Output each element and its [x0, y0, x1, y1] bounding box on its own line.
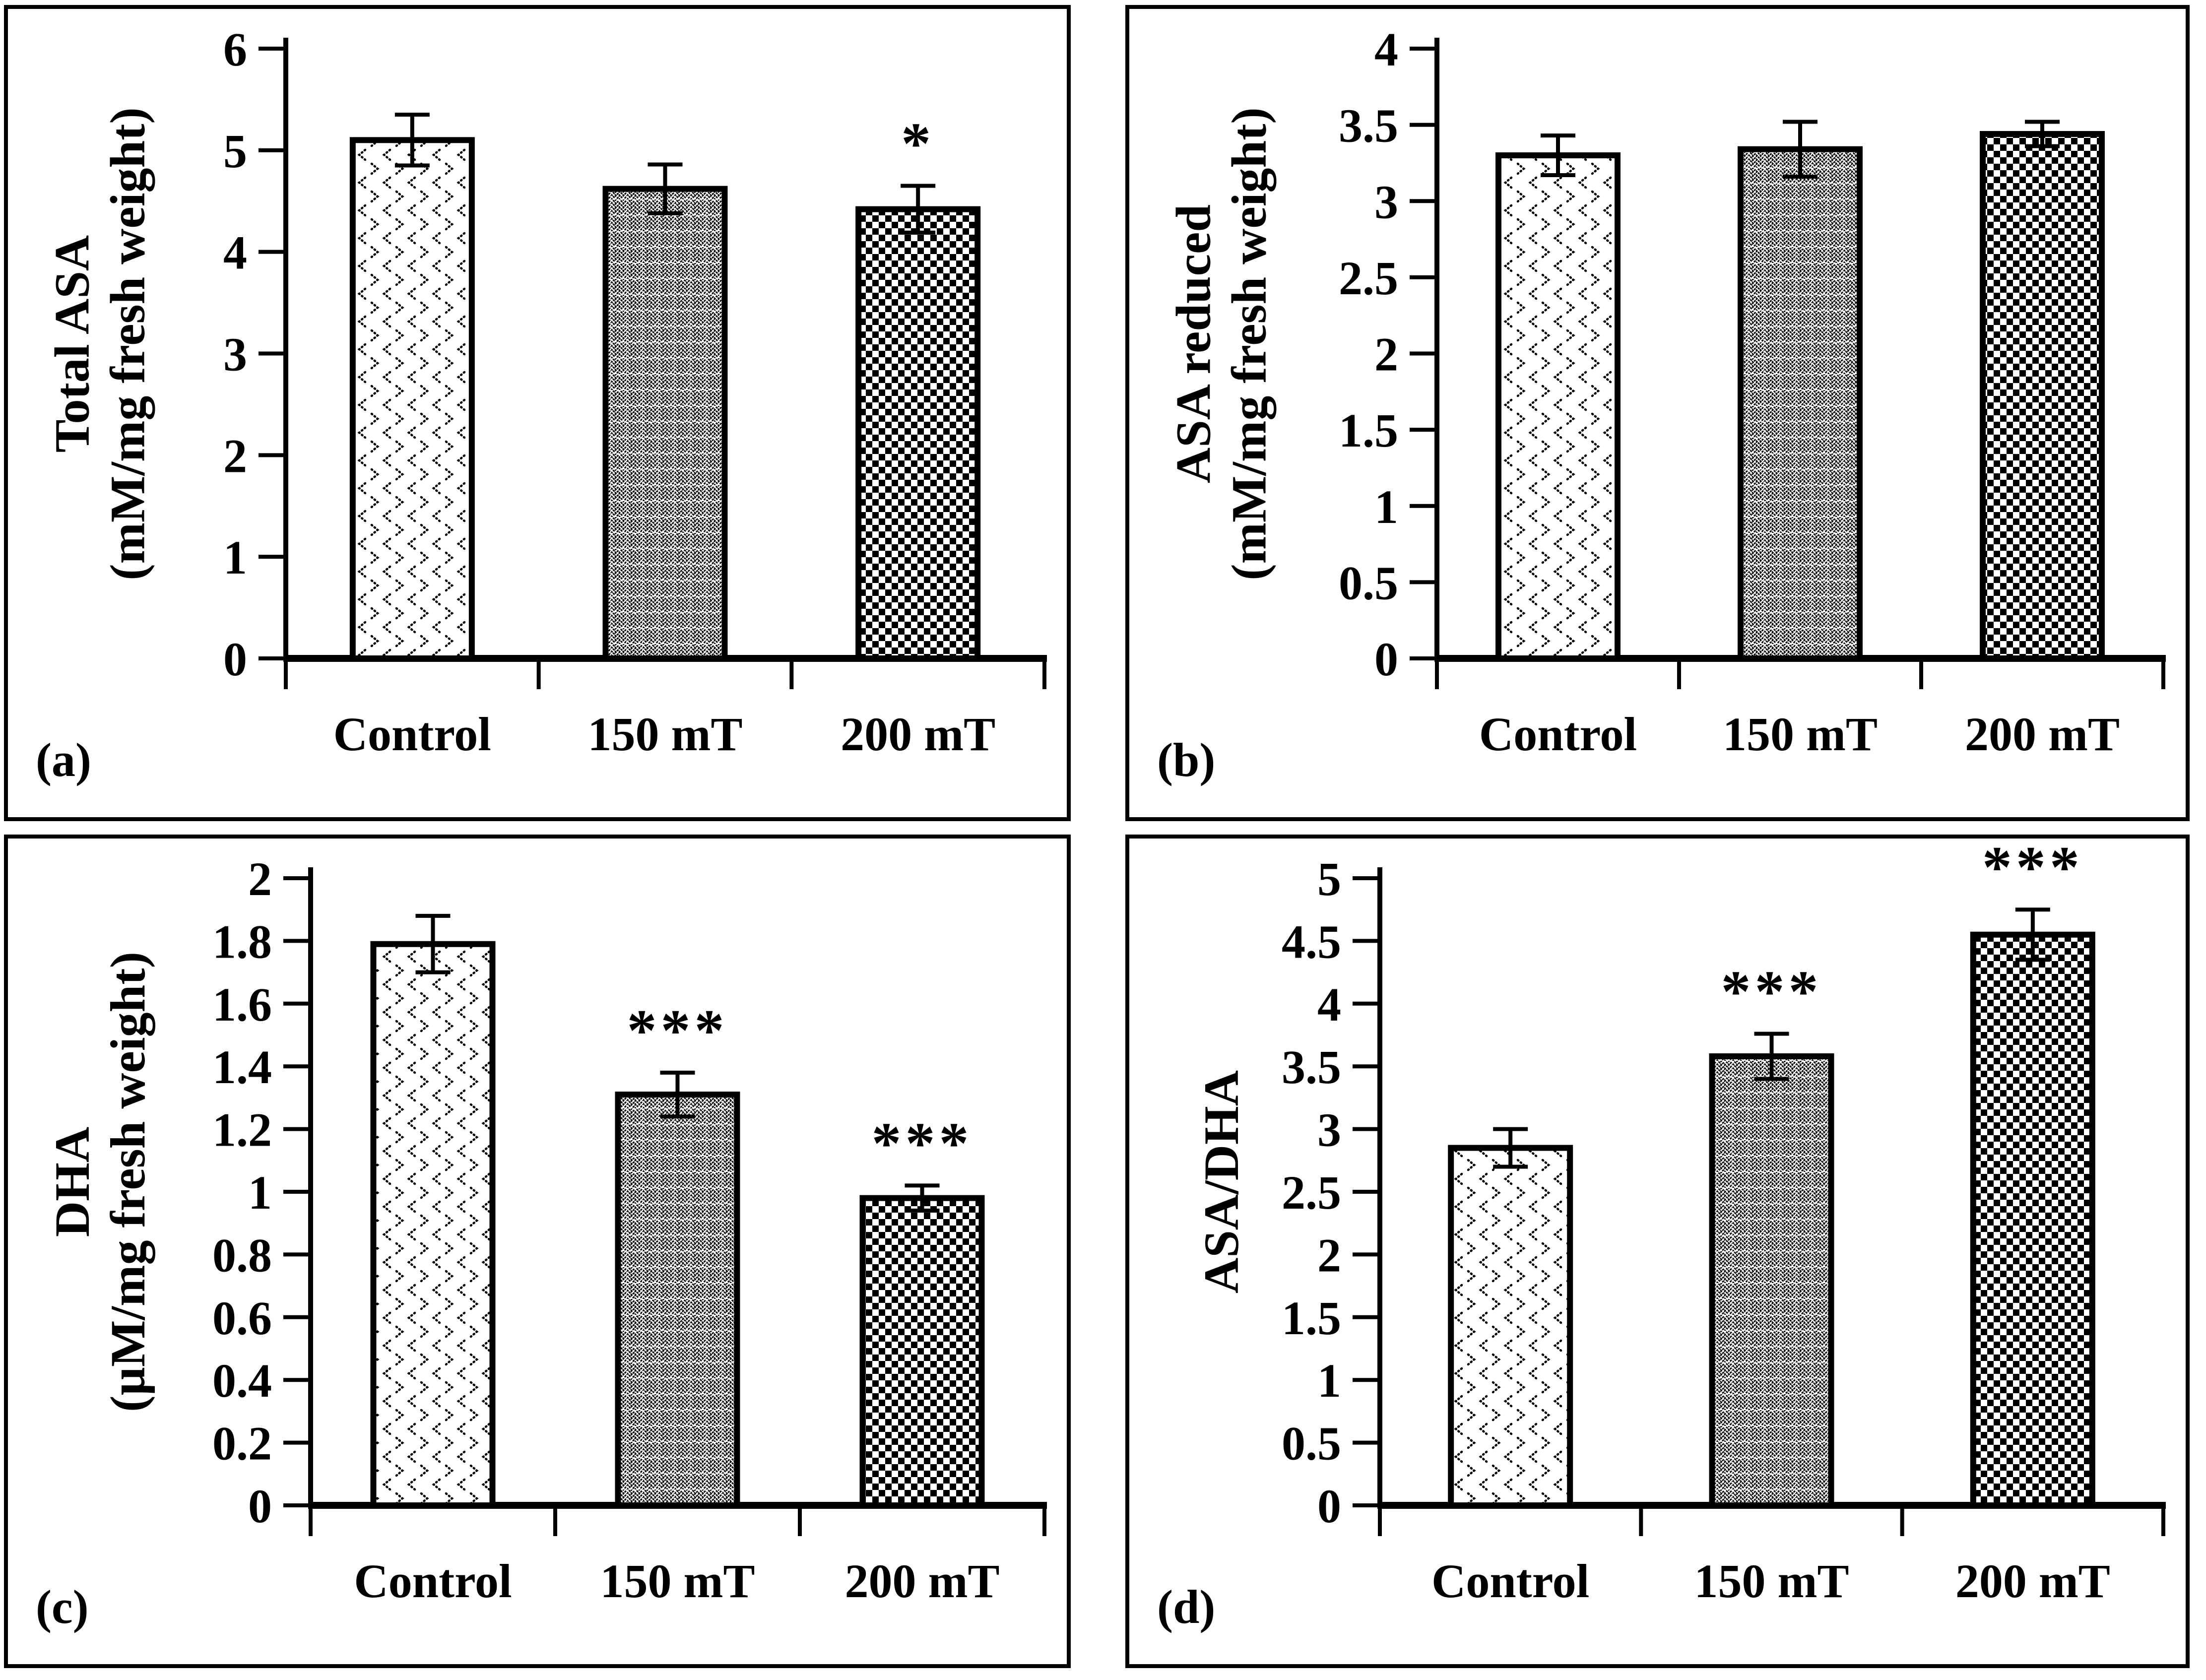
y-tick-label: 1.5 [1282, 1292, 1341, 1345]
bar-150-mt [1709, 1053, 1834, 1508]
y-tick-label: 1.2 [212, 1103, 272, 1157]
panel-letter-a: (a) [36, 733, 91, 786]
y-tick-label: 1 [1374, 480, 1398, 533]
y-tick-label: 5 [223, 125, 247, 178]
chart-b-plot: 0 0.5 1 1.5 2 2.5 3 3.5 4 Control 150 mT 200 mT [1339, 23, 2166, 761]
x-category-label: Control [354, 1554, 512, 1608]
y-tick-label: 0 [223, 633, 247, 686]
y-tick-label: 2 [1374, 328, 1398, 381]
y-tick-label: 1.8 [212, 915, 272, 968]
chart-a-plot: 0 1 2 3 4 5 6 Control 150 mT * 200 mT [223, 23, 1047, 761]
y-tick-label: 2.5 [1282, 1166, 1341, 1219]
y-tick-label: 4 [223, 226, 247, 279]
bar-control [370, 941, 496, 1509]
x-category-label: 150 mT [1723, 708, 1878, 761]
x-category-label: Control [1479, 708, 1637, 761]
y-tick-label: 3 [223, 328, 247, 381]
bar-200-mt [859, 1195, 985, 1508]
bar-control [1448, 1145, 1573, 1508]
y-tick-label: 0 [248, 1480, 272, 1533]
x-category-label: Control [1431, 1554, 1589, 1608]
y-tick-label: 3 [1317, 1103, 1341, 1157]
y-tick-label: 3.5 [1339, 99, 1398, 152]
chart-d-plot: 0 0.5 1 1.5 2 2.5 3 3.5 4 4.5 5 Control *** 150 mT ***… [1282, 839, 2166, 1608]
y-tick-label: 0 [1317, 1480, 1341, 1533]
bar-control [349, 137, 475, 662]
x-category-label: 150 mT [1694, 1554, 1849, 1608]
bar-150-mt [1738, 146, 1863, 661]
y-tick-label: 0.8 [212, 1228, 272, 1282]
x-category-label: 200 mT [1965, 708, 2120, 761]
bar-200-mt [855, 206, 981, 661]
bar-200-mt [1970, 931, 2095, 1508]
y-tick-label: 2 [248, 852, 272, 905]
y-tick-label: 0.5 [1282, 1417, 1341, 1470]
y-tick-label: 0 [1374, 633, 1398, 686]
panel-d: 0 0.5 1 1.5 2 2.5 3 3.5 4 4.5 5 Control *** 150 mT ***… [1125, 835, 2190, 1668]
panel-letter-c: (c) [36, 1580, 89, 1633]
panel-letter-b: (b) [1157, 733, 1216, 786]
x-category-label: 200 mT [841, 708, 995, 761]
y-tick-label: 1 [1317, 1354, 1341, 1407]
y-tick-label: 6 [223, 23, 247, 76]
y-tick-label: 4 [1317, 978, 1341, 1031]
significance-mark: * [901, 111, 935, 177]
chart-c-plot: 0 0.2 0.4 0.6 0.8 1 1.2 1.4 1.6 1.8 2 Control *** 150… [212, 852, 1047, 1608]
panel-b: 0 0.5 1 1.5 2 2.5 3 3.5 4 Control 150 mT 200 mT ASA… [1125, 5, 2190, 821]
y-tick-label: 0.4 [212, 1354, 272, 1407]
y-tick-label: 0.2 [212, 1417, 272, 1470]
significance-mark: *** [627, 997, 728, 1063]
bar-150-mt [602, 186, 728, 662]
y-tick-label: 2.5 [1339, 252, 1398, 305]
y-tick-label: 3 [1374, 175, 1398, 228]
significance-mark: *** [872, 1110, 973, 1176]
y-tick-label: 3.5 [1282, 1040, 1341, 1094]
y-tick-label: 0.6 [212, 1292, 272, 1345]
y-tick-label: 0.5 [1339, 556, 1398, 609]
y-tick-label: 1 [248, 1166, 272, 1219]
panel-a: 0 1 2 3 4 5 6 Control 150 mT * 200 mT Total ASA (m… [4, 5, 1071, 821]
y-tick-label: 1.4 [212, 1040, 272, 1094]
y-tick-label: 1.6 [212, 978, 272, 1031]
x-category-label: 200 mT [845, 1554, 1000, 1608]
y-tick-label: 4.5 [1282, 915, 1341, 968]
x-category-label: 150 mT [600, 1554, 755, 1608]
bar-control [1495, 152, 1621, 661]
bar-200-mt [1980, 131, 2105, 661]
bar-150-mt [615, 1092, 740, 1508]
x-category-label: Control [333, 708, 491, 761]
panel-letter-d: (d) [1157, 1580, 1216, 1633]
y-tick-label: 5 [1317, 852, 1341, 905]
significance-mark: *** [1982, 839, 2083, 900]
y-tick-label: 2 [1317, 1228, 1341, 1282]
panel-c: 0 0.2 0.4 0.6 0.8 1 1.2 1.4 1.6 1.8 2 Control *** 150… [4, 835, 1071, 1668]
y-tick-label: 2 [223, 429, 247, 482]
y-tick-label: 1 [223, 531, 247, 584]
significance-mark: *** [1721, 958, 1822, 1024]
y-tick-label: 4 [1374, 23, 1398, 76]
x-category-label: 200 mT [1955, 1554, 2110, 1608]
y-tick-label: 1.5 [1339, 404, 1398, 457]
x-category-label: 150 mT [588, 708, 743, 761]
